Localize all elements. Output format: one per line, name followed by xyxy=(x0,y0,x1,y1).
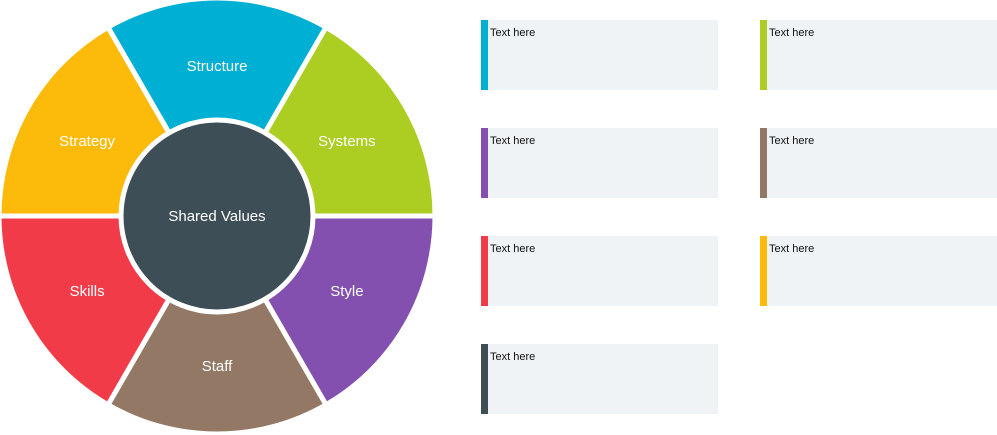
segment-label-systems: Systems xyxy=(318,133,376,150)
color-bar xyxy=(760,236,767,306)
color-bar xyxy=(481,344,488,414)
segment-label-strategy: Strategy xyxy=(59,133,115,150)
text-box-label: Text here xyxy=(769,243,815,255)
color-bar xyxy=(481,236,488,306)
text-box-label: Text here xyxy=(490,243,536,255)
color-bar xyxy=(481,128,488,198)
segment-skills xyxy=(0,213,172,408)
segment-label-staff: Staff xyxy=(202,358,233,375)
text-box-label: Text here xyxy=(769,27,815,39)
center-circle xyxy=(118,117,316,315)
text-box-7[interactable]: Text here xyxy=(481,344,718,414)
text-box-5[interactable]: Text here xyxy=(481,236,718,306)
text-box-2[interactable]: Text here xyxy=(760,20,997,90)
text-box-label: Text here xyxy=(769,135,815,147)
text-box-label: Text here xyxy=(490,27,536,39)
text-box-label: Text here xyxy=(490,135,536,147)
color-bar xyxy=(760,20,767,90)
text-box-3[interactable]: Text here xyxy=(481,128,718,198)
color-bar xyxy=(760,128,767,198)
text-box-label: Text here xyxy=(490,351,536,363)
center-label: Shared Values xyxy=(168,208,265,225)
seven-s-wheel: Structure Systems Style Staff Skills Strategy… xyxy=(0,0,438,435)
segment-strategy xyxy=(0,24,172,219)
segment-label-skills: Skills xyxy=(70,283,105,300)
segment-label-structure: Structure xyxy=(187,58,248,75)
text-box-1[interactable]: Text here xyxy=(481,20,718,90)
color-bar xyxy=(481,20,488,90)
text-box-6[interactable]: Text here xyxy=(760,236,997,306)
text-box-4[interactable]: Text here xyxy=(760,128,997,198)
segment-label-style: Style xyxy=(330,283,363,300)
